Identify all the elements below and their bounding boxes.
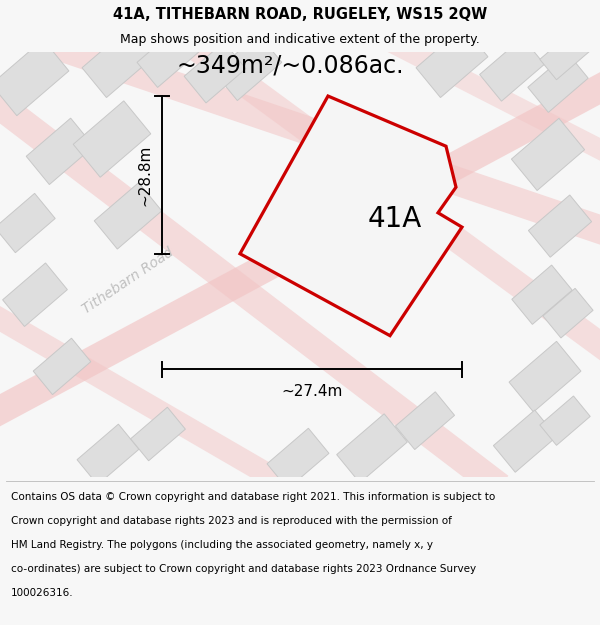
Polygon shape [395, 392, 455, 449]
Polygon shape [267, 428, 329, 489]
Text: Contains OS data © Crown copyright and database right 2021. This information is : Contains OS data © Crown copyright and d… [11, 492, 495, 502]
Polygon shape [540, 31, 590, 80]
Polygon shape [0, 87, 508, 499]
Polygon shape [540, 396, 590, 446]
Text: Map shows position and indicative extent of the property.: Map shows position and indicative extent… [120, 33, 480, 46]
Polygon shape [33, 338, 91, 394]
Polygon shape [529, 195, 592, 258]
Polygon shape [493, 410, 557, 472]
Text: 41A: 41A [367, 204, 421, 232]
Text: Crown copyright and database rights 2023 and is reproduced with the permission o: Crown copyright and database rights 2023… [11, 516, 452, 526]
Polygon shape [26, 118, 94, 184]
Text: ~28.8m: ~28.8m [137, 144, 152, 206]
Polygon shape [543, 288, 593, 338]
Polygon shape [184, 42, 246, 103]
Polygon shape [77, 424, 139, 485]
Polygon shape [240, 96, 462, 336]
Polygon shape [0, 39, 69, 116]
Polygon shape [94, 182, 162, 249]
Polygon shape [214, 34, 282, 101]
Text: HM Land Registry. The polygons (including the associated geometry, namely x, y: HM Land Registry. The polygons (includin… [11, 540, 433, 550]
Polygon shape [2, 263, 67, 326]
Polygon shape [416, 27, 488, 98]
Polygon shape [0, 303, 295, 497]
Text: Tithebarn Road: Tithebarn Road [80, 245, 176, 316]
Polygon shape [137, 27, 199, 88]
Polygon shape [173, 26, 600, 369]
Polygon shape [479, 38, 544, 101]
Polygon shape [0, 193, 55, 253]
Polygon shape [376, 28, 600, 169]
Polygon shape [82, 27, 154, 98]
Polygon shape [337, 414, 407, 483]
Polygon shape [511, 118, 584, 191]
Polygon shape [512, 265, 572, 324]
Text: co-ordinates) are subject to Crown copyright and database rights 2023 Ordnance S: co-ordinates) are subject to Crown copyr… [11, 564, 476, 574]
Text: ~27.4m: ~27.4m [281, 384, 343, 399]
Polygon shape [528, 53, 588, 112]
Polygon shape [0, 65, 600, 428]
Text: 100026316.: 100026316. [11, 588, 73, 598]
Polygon shape [131, 408, 185, 461]
Text: ~349m²/~0.086ac.: ~349m²/~0.086ac. [176, 54, 404, 78]
Text: 41A, TITHEBARN ROAD, RUGELEY, WS15 2QW: 41A, TITHEBARN ROAD, RUGELEY, WS15 2QW [113, 7, 487, 22]
Polygon shape [26, 23, 600, 250]
Polygon shape [73, 101, 151, 178]
Polygon shape [509, 341, 581, 412]
